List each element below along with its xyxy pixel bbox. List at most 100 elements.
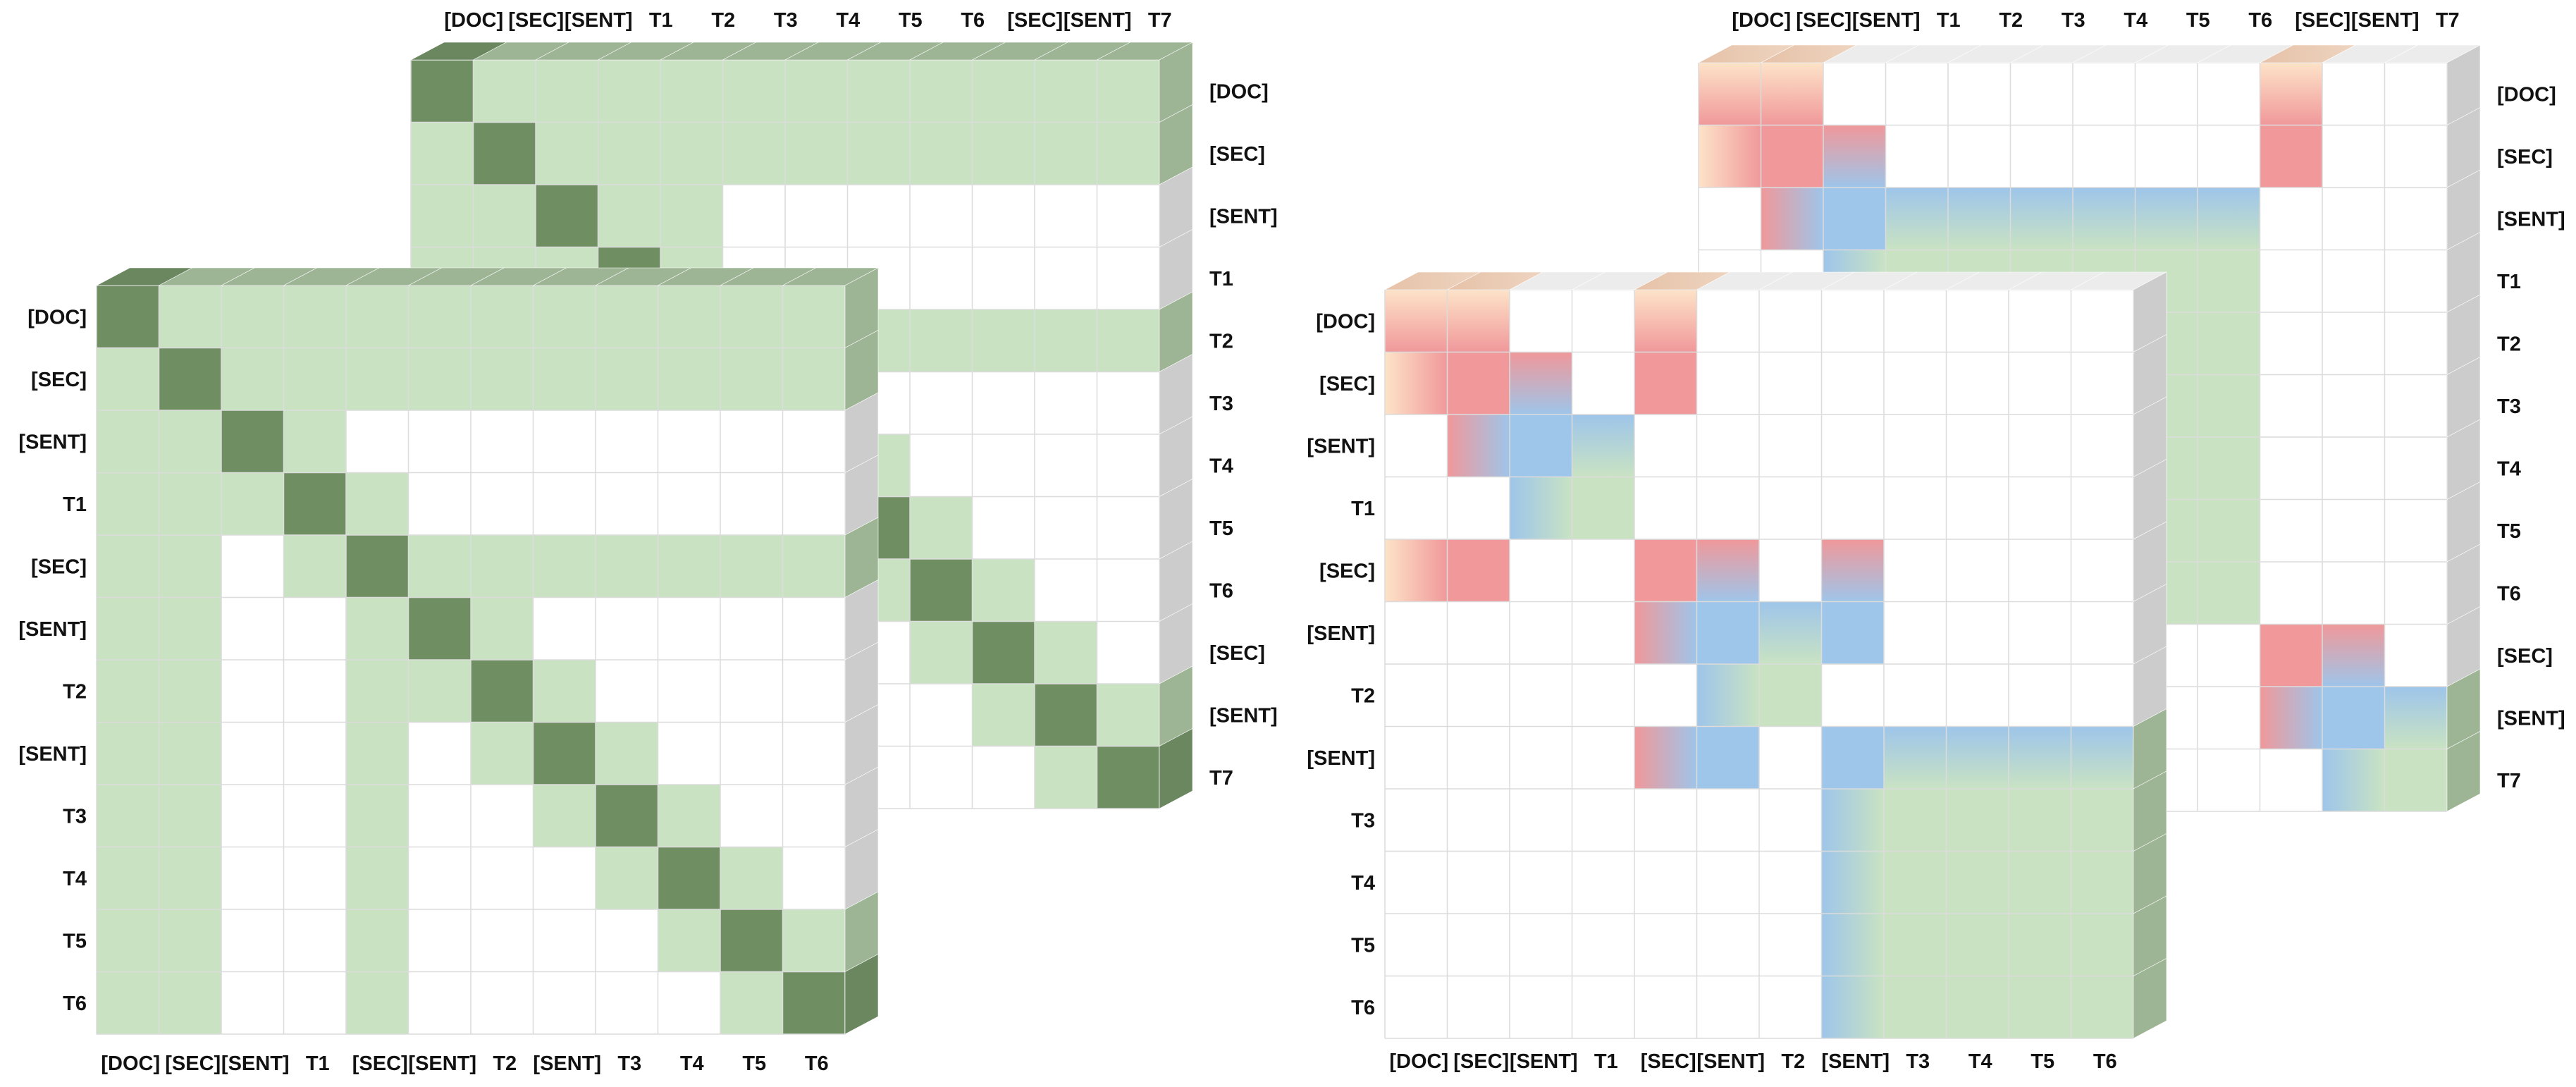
row-label: [SENT] (18, 743, 87, 766)
mask-cell (1699, 125, 1761, 188)
column-label: T6 (2093, 1050, 2117, 1073)
mask-cell (1447, 539, 1510, 602)
mask-cell (782, 285, 846, 348)
column-label: T4 (680, 1052, 704, 1075)
mask-cell (2009, 851, 2071, 914)
mask-cell (471, 535, 534, 598)
mask-cell (1884, 976, 1947, 1039)
row-label: [SEC] (31, 369, 87, 391)
mask-cell (346, 597, 409, 661)
mask-cell (596, 285, 658, 348)
row-label: T6 (1209, 579, 1233, 602)
mask-cell (533, 722, 596, 785)
column-label: T4 (1968, 1050, 1992, 1073)
mask-cell (2009, 726, 2071, 790)
mask-cell (1948, 188, 2011, 250)
column-label: T1 (1594, 1050, 1618, 1073)
column-label: [SEC] (165, 1052, 221, 1075)
mask-cell (1572, 414, 1635, 477)
column-label: [SEC] (1641, 1050, 1696, 1073)
mask-cell (1385, 352, 1448, 415)
mask-cell (1946, 976, 2009, 1039)
mask-cell (97, 722, 159, 785)
row-label: T5 (1209, 517, 1233, 540)
mask-cell (720, 535, 783, 598)
column-label: [SENT] (1852, 9, 1921, 32)
row-label: T1 (1209, 268, 1233, 290)
column-label: T5 (899, 9, 923, 32)
row-label: [SEC] (1319, 373, 1375, 395)
mask-cell (782, 909, 846, 972)
mask-cell (1035, 122, 1097, 185)
mask-cell (658, 785, 721, 847)
mask-cell (1821, 851, 1885, 914)
mask-cell (408, 535, 472, 598)
mask-cell (910, 122, 973, 185)
mask-cell (1761, 125, 1824, 188)
mask-cell (1761, 188, 1824, 250)
mask-cell (722, 122, 786, 185)
column-label: [SENT] (1821, 1050, 1890, 1073)
mask-cell (471, 722, 534, 785)
mask-cell (596, 348, 658, 411)
column-label: T2 (711, 9, 735, 32)
mask-cell (1759, 601, 1822, 665)
mask-cell (2198, 499, 2260, 563)
mask-cell (1884, 789, 1947, 852)
mask-cell (1097, 684, 1160, 747)
mask-cell (97, 285, 159, 348)
mask-cell (283, 535, 347, 598)
mask-cell (1634, 352, 1697, 415)
mask-cell (782, 348, 846, 411)
mask-cell (722, 60, 786, 123)
mask-cell (536, 122, 598, 185)
mask-cell (1821, 726, 1885, 790)
mask-cell (159, 971, 222, 1035)
mask-cell (283, 348, 347, 411)
column-label: T2 (1781, 1050, 1805, 1073)
mask-cell (221, 410, 284, 473)
mask-cell (1699, 63, 1761, 125)
mask-cell (1821, 914, 1885, 976)
column-label: T6 (961, 9, 985, 32)
mask-cell (660, 122, 723, 185)
mask-cell (1035, 684, 1097, 747)
mask-cell (533, 285, 596, 348)
mask-cell (221, 285, 284, 348)
column-label: T1 (649, 9, 673, 32)
mask-cell (1885, 188, 1949, 250)
mask-cell (1759, 664, 1822, 727)
mask-cell (221, 472, 284, 536)
mask-cell (346, 660, 409, 723)
mask-cell (720, 285, 783, 348)
row-label: T6 (2497, 582, 2521, 605)
mask-cell (1634, 539, 1697, 602)
column-label: T5 (2030, 1050, 2054, 1073)
mask-cell (159, 348, 222, 411)
row-label: T2 (1351, 684, 1375, 707)
mask-cell (97, 847, 159, 910)
mask-cell (159, 535, 222, 598)
mask-cell (782, 971, 846, 1035)
mask-cell (346, 348, 409, 411)
column-label: T1 (306, 1052, 330, 1075)
row-label: T2 (63, 680, 87, 703)
mask-cell (533, 660, 596, 723)
mask-cell (2073, 188, 2136, 250)
mask-cell (720, 909, 783, 972)
mask-cell (910, 621, 973, 684)
mask-cell (533, 348, 596, 411)
row-label: [DOC] (27, 306, 87, 328)
row-label: T3 (1351, 809, 1375, 832)
mask-cell (97, 535, 159, 598)
mask-cell (408, 285, 472, 348)
column-label: [DOC] (101, 1052, 160, 1075)
row-label: T4 (1209, 455, 1233, 477)
mask-cell (1035, 621, 1097, 684)
mask-cell (2198, 562, 2260, 625)
mask-cell (346, 971, 409, 1035)
mask-cell (346, 472, 409, 536)
mask-cell (2071, 789, 2134, 852)
mask-cell (1946, 789, 2009, 852)
